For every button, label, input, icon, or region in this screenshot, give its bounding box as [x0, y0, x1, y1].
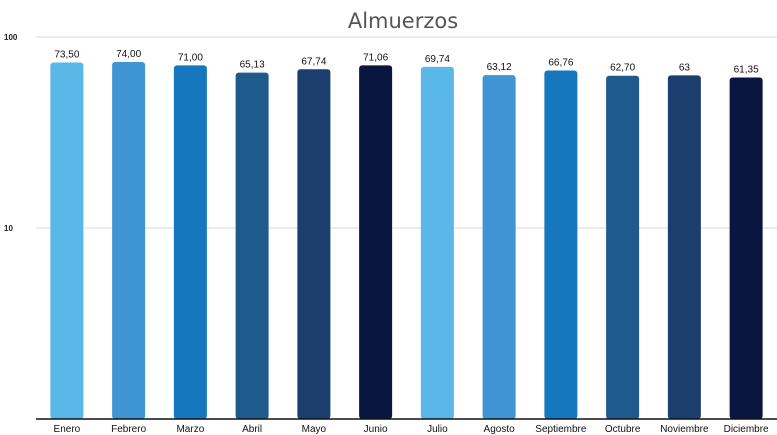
bar: [667, 75, 701, 419]
data-label: 65,13: [240, 60, 265, 71]
bar: [606, 75, 640, 420]
data-label: 67,74: [301, 56, 326, 67]
bar: [359, 65, 393, 419]
x-tick-label: Septiembre: [535, 424, 587, 435]
x-tick-label: Enero: [54, 424, 81, 435]
x-tick-label: Octubre: [605, 424, 641, 435]
x-tick-label: Diciembre: [724, 424, 769, 435]
data-label: 63: [679, 62, 691, 73]
bar: [235, 72, 269, 420]
chart-title: Almuerzos: [348, 9, 458, 33]
data-label: 69,74: [425, 54, 450, 65]
data-label: 73,50: [54, 50, 79, 61]
bar: [297, 69, 331, 420]
x-tick-label: Mayo: [302, 424, 327, 435]
bar: [173, 65, 207, 419]
data-labels: 73,50 74,00 71,00 65,13 67,74 71,06 69,74 63,12…: [54, 49, 759, 76]
y-tick-label: 10: [4, 224, 13, 233]
data-label: 63,12: [487, 62, 512, 73]
x-tick-label: Febrero: [111, 424, 146, 435]
data-label: 71,00: [178, 52, 203, 63]
bar: [50, 62, 84, 419]
bar: [420, 66, 454, 419]
bars: [50, 61, 763, 420]
bar: [482, 75, 516, 420]
gridlines: [36, 36, 777, 229]
data-label: 62,70: [610, 63, 635, 74]
x-tick-label: Julio: [427, 424, 448, 435]
x-tick-label: Noviembre: [660, 424, 709, 435]
data-label: 71,06: [363, 52, 388, 63]
bar: [544, 70, 578, 419]
y-axis-ticks: 100 10: [4, 33, 18, 233]
y-tick-label: 100: [4, 33, 18, 42]
x-axis-labels: Enero Febrero Marzo Abril Mayo Junio Julio Agos…: [54, 424, 770, 435]
data-label: 74,00: [116, 49, 141, 60]
x-tick-label: Agosto: [484, 424, 516, 435]
data-label: 66,76: [548, 58, 573, 69]
x-tick-label: Marzo: [176, 424, 204, 435]
x-tick-label: Junio: [364, 424, 388, 435]
data-label: 61,35: [734, 65, 759, 76]
bar: [112, 61, 146, 419]
x-tick-label: Abril: [242, 424, 262, 435]
bar: [729, 77, 763, 420]
